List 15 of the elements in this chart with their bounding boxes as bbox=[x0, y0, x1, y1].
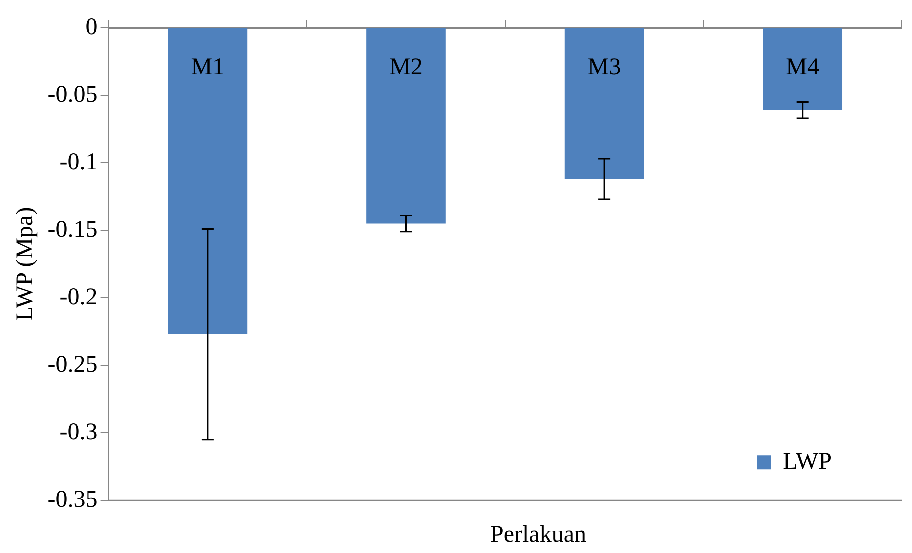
x-tick-label: M1 bbox=[191, 54, 225, 80]
legend-label: LWP bbox=[783, 448, 832, 475]
y-tick-label: -0.35 bbox=[48, 486, 98, 513]
y-tick-label: -0.05 bbox=[48, 82, 98, 108]
y-tick-label: -0.25 bbox=[48, 352, 98, 378]
x-axis-title: Perlakuan bbox=[490, 522, 588, 549]
x-tick-label: M3 bbox=[588, 54, 622, 80]
x-tick-label: M4 bbox=[786, 54, 820, 80]
y-tick-label: -0.1 bbox=[60, 149, 98, 176]
y-tick-label: 0 bbox=[86, 14, 98, 40]
y-axis-title: LWP (Mpa) bbox=[12, 207, 39, 322]
y-tick-label: -0.2 bbox=[60, 284, 98, 310]
x-tick-label: M2 bbox=[390, 54, 423, 80]
y-tick-label: -0.15 bbox=[48, 216, 98, 243]
y-tick-label: -0.3 bbox=[60, 419, 98, 446]
